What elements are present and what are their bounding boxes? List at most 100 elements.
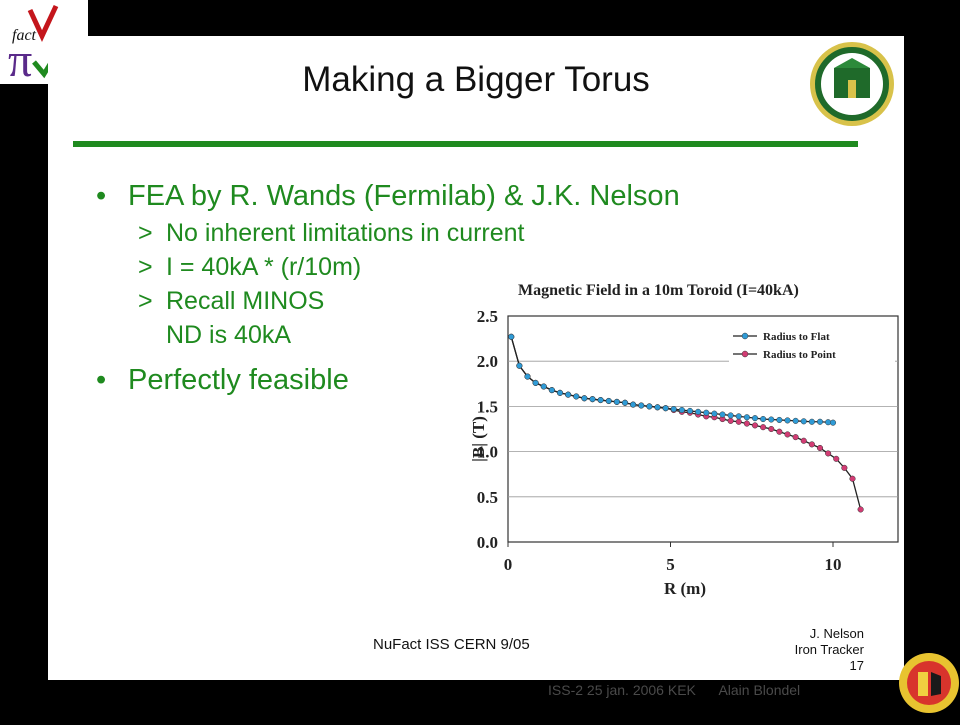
data-point [678, 406, 685, 414]
sub-bullet-marker: > [138, 253, 153, 281]
legend-box [729, 326, 895, 366]
data-point [760, 424, 767, 431]
sub-bullet-text: I = 40kA * (r/10m) [166, 253, 362, 281]
x-tick-label: 5 [666, 555, 675, 574]
sub-bullet-text: Recall MINOS [166, 287, 325, 315]
bullet-list: FEA by R. Wands (Fermilab) & J.K. Nelson… [96, 176, 680, 400]
data-point [508, 333, 515, 340]
data-point [719, 411, 726, 418]
sub-bullet-text: No inherent limitations in current [166, 219, 525, 247]
data-point [581, 395, 588, 402]
x-tick-label: 10 [825, 555, 842, 574]
data-point [516, 362, 523, 369]
data-point [816, 418, 824, 425]
data-point [532, 379, 539, 386]
data-point [833, 455, 840, 462]
data-point [630, 401, 637, 408]
data-point [743, 420, 750, 427]
legend-marker [741, 350, 749, 358]
data-point [565, 391, 572, 398]
data-point [686, 407, 694, 414]
data-point [841, 464, 848, 471]
title-rule [73, 141, 858, 147]
data-point [784, 417, 791, 424]
data-point [654, 404, 661, 411]
data-point [597, 397, 604, 404]
data-point [695, 408, 702, 415]
sub-bullet-item: > Recall MINOS [96, 284, 680, 318]
sub-bullet-marker: > [138, 219, 153, 247]
data-point [760, 416, 767, 423]
magnetic-field-chart: 0.0 0.5 1.0 1.5 2.0 2.5 0 5 10 R (m) |B| (T) Radius… [469, 307, 899, 598]
y-tick-label: 0.5 [477, 488, 498, 507]
y-tick-label: 2.5 [477, 307, 498, 326]
data-point [727, 417, 734, 424]
data-point [768, 425, 775, 433]
data-point [605, 397, 612, 405]
sub-bullet-item: > No inherent limitations in current [96, 216, 680, 250]
data-point [613, 398, 620, 405]
chart-title: Magnetic Field in a 10m Toroid (I=40kA) [518, 282, 799, 299]
data-point [784, 431, 791, 438]
legend-marker [741, 332, 749, 340]
footer-author: J. Nelson [809, 626, 864, 641]
y-tick-label: 1.5 [477, 397, 498, 416]
svg-text:π: π [8, 34, 32, 84]
sub-bullet-continuation: ND is 40kA [166, 321, 292, 349]
data-point [540, 383, 547, 390]
data-point [800, 418, 807, 425]
data-point [573, 393, 580, 400]
data-point [816, 444, 824, 452]
data-point [735, 413, 742, 420]
data-point [621, 399, 629, 406]
bullet-item: Perfectly feasible [96, 360, 680, 400]
data-point [589, 396, 596, 403]
footer-credit: J. Nelson Iron Tracker 17 [795, 626, 864, 674]
slide-title: Making a Bigger Torus [302, 60, 650, 99]
sub-bullet-marker: > [138, 287, 153, 315]
y-axis-label: |B| (T) [469, 416, 488, 462]
data-point [808, 441, 815, 448]
data-point [735, 418, 742, 425]
data-point [751, 415, 759, 422]
data-point [776, 416, 783, 424]
footer-source: NuFact ISS CERN 9/05 [373, 636, 530, 653]
slide: Making a Bigger Torus FEA by R. Wands (F… [48, 36, 904, 680]
bullet-item: FEA by R. Wands (Fermilab) & J.K. Nelson [96, 176, 680, 216]
sub-bullet-item: > I = 40kA * (r/10m) [96, 250, 680, 284]
data-point [792, 417, 799, 424]
data-point [556, 389, 564, 396]
data-point [808, 418, 815, 425]
data-point [727, 412, 734, 419]
data-point [743, 414, 750, 421]
data-point [646, 403, 653, 410]
data-point [768, 416, 775, 423]
university-seal-icon [808, 40, 896, 133]
legend-label: Radius to Flat [763, 331, 830, 343]
bottom-caption: ISS-2 25 jan. 2006 KEK Alain Blondel [548, 682, 801, 698]
data-point [670, 406, 677, 413]
footer-talk: Iron Tracker [794, 642, 864, 657]
y-tick-label: 0.0 [477, 533, 498, 552]
data-point [548, 387, 555, 394]
svg-text:fact: fact [12, 27, 37, 44]
legend-label: Radius to Point [763, 349, 836, 361]
y-tick-label: 1.0 [477, 443, 498, 462]
x-tick-label: 0 [504, 555, 513, 574]
data-point [524, 373, 531, 380]
data-point [825, 450, 832, 457]
page-number: 17 [849, 658, 864, 673]
data-point [703, 409, 710, 416]
data-point [751, 422, 759, 429]
data-point [776, 428, 783, 435]
data-point [638, 402, 645, 409]
data-point [792, 434, 799, 441]
data-point [662, 405, 669, 412]
geneva-seal-icon [898, 646, 960, 725]
y-tick-label: 2.0 [477, 352, 498, 371]
data-point [711, 410, 718, 417]
x-axis-label: R (m) [664, 579, 706, 598]
data-point [849, 475, 856, 482]
data-point [829, 419, 837, 426]
data-point [800, 437, 807, 444]
